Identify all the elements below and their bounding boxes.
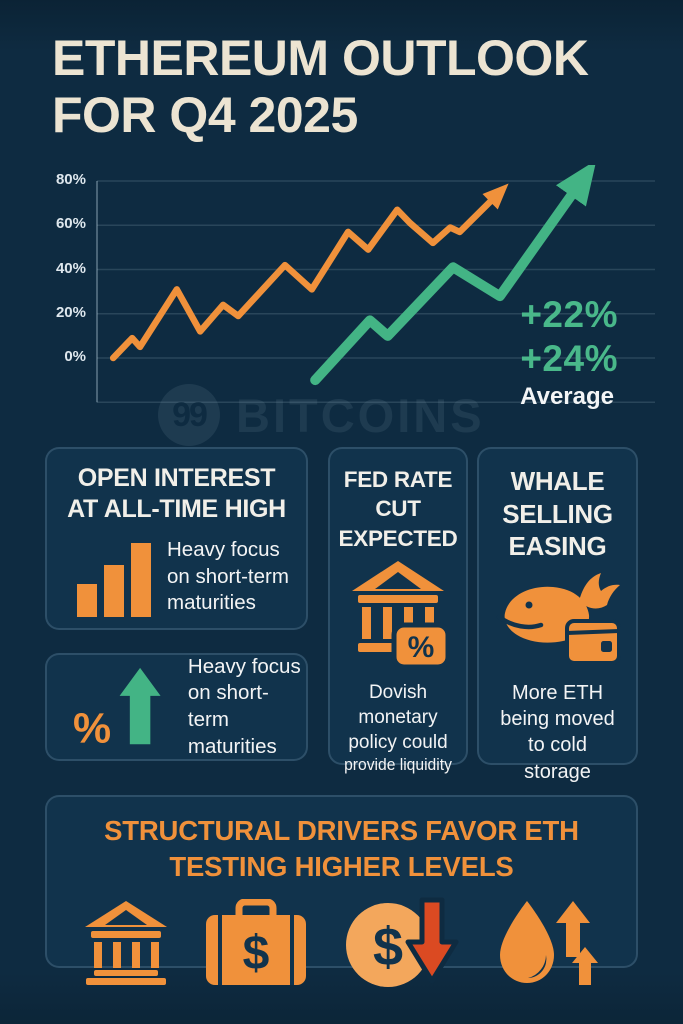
bank-icon — [85, 900, 167, 985]
trend-chart-svg — [96, 165, 655, 403]
card-fed-rate-body: Dovish monetary policy could — [348, 681, 448, 753]
card-open-interest-title: OPEN INTEREST AT ALL-TIME HIGH — [67, 464, 286, 523]
card-fed-rate: FED RATE CUT EXPECTED % Dovish monetary … — [328, 447, 468, 774]
svg-text:$: $ — [373, 917, 403, 977]
page-title: ETHEREUM OUTLOOK FOR Q4 2025 — [52, 30, 589, 143]
page-title-line2: FOR Q4 2025 — [52, 86, 358, 143]
liquidity-drop-up-arrows-icon — [499, 900, 598, 985]
page-title-line1: ETHEREUM OUTLOOK — [52, 30, 589, 86]
percent-up-arrow-icon: % — [73, 667, 161, 749]
card-whale-selling-title: WHALE SELLING EASING — [502, 466, 613, 561]
briefcase-dollar-icon: $ — [206, 898, 307, 985]
dollar-coin-down-arrow-icon: $ — [345, 897, 459, 987]
card-whale-selling: WHALE SELLING EASING More ETH being move… — [477, 447, 638, 783]
card-whale-selling-body: More ETH being moved to cold storage — [500, 681, 615, 783]
banner-icons-row: $ $ — [47, 897, 636, 989]
y-axis-tick-label: 40% — [55, 259, 86, 277]
trend-chart: 80% 60% 40% 20% 0% +22% +24% Average — [40, 165, 660, 415]
card-maturities: % Heavy focus on short-term maturities — [45, 653, 308, 761]
card-fed-rate-body-condensed: provide liquidity — [344, 754, 452, 774]
chart-annotations: +22% +24% Average — [430, 293, 618, 411]
banner-title: STRUCTURAL DRIVERS FAVOR ETH TESTING HIG… — [104, 815, 579, 882]
eth-projection-trend — [310, 165, 597, 386]
svg-text:$: $ — [243, 927, 270, 980]
y-axis-tick-label: 80% — [55, 171, 86, 188]
bar-chart-icon — [77, 543, 151, 617]
y-axis-tick-label: 0% — [64, 348, 86, 365]
bank-percent-icon: % — [352, 560, 451, 670]
structural-drivers-banner: STRUCTURAL DRIVERS FAVOR ETH TESTING HIG… — [45, 795, 638, 987]
eth-historical-trend — [109, 183, 509, 362]
card-open-interest: OPEN INTEREST AT ALL-TIME HIGH Heavy foc… — [45, 447, 308, 630]
y-axis-tick-label: 60% — [55, 215, 86, 233]
svg-text:%: % — [73, 704, 111, 749]
projection-caption: Average — [520, 383, 614, 410]
projection-value-bottom: +24% — [520, 338, 618, 379]
svg-text:%: % — [408, 631, 435, 664]
card-maturities-body: Heavy focus on short-term maturities — [187, 654, 301, 758]
card-fed-rate-title: FED RATE CUT EXPECTED — [338, 467, 458, 551]
whale-wallet-icon — [496, 572, 621, 665]
card-open-interest-body: Heavy focus on short-term maturities — [167, 538, 289, 615]
projection-value-top: +22% — [520, 294, 618, 335]
y-axis-tick-label: 20% — [55, 303, 86, 321]
